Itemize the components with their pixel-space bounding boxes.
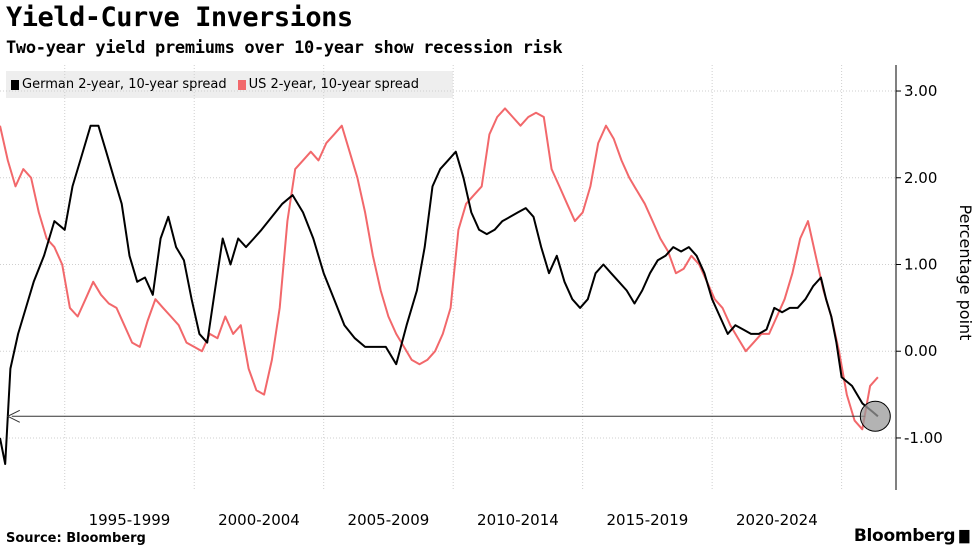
x-tick-label: 1995-1999 <box>89 511 171 529</box>
y-tick-label: 1.00 <box>904 255 937 273</box>
series-line-german <box>0 124 879 465</box>
bar-chart-icon: ▇ <box>959 528 969 544</box>
legend-item-german[interactable]: German 2-year, 10-year spread <box>11 77 227 92</box>
y-axis-label: Percentage point <box>956 205 975 341</box>
legend-swatch-us <box>237 79 246 90</box>
y-tick-label: -1.00 <box>904 429 943 447</box>
x-tick-label: 2000-2004 <box>218 511 300 529</box>
legend-swatch-german <box>11 79 19 90</box>
source-note: Source: Bloomberg <box>6 531 146 546</box>
bloomberg-logo: Bloomberg ▇ <box>854 526 969 546</box>
chart-title: Yield-Curve Inversions <box>6 2 353 33</box>
legend: German 2-year, 10-year spread US 2-year,… <box>6 71 453 98</box>
x-tick-label: 2020-2024 <box>736 511 818 529</box>
legend-label-us: US 2-year, 10-year spread <box>248 77 419 92</box>
x-tick-label: 2010-2014 <box>477 511 559 529</box>
series-line-us <box>0 107 879 431</box>
legend-label-german: German 2-year, 10-year spread <box>22 77 227 92</box>
x-tick-label: 2015-2019 <box>607 511 689 529</box>
brand-text: Bloomberg <box>853 526 956 546</box>
chart-subtitle: Two-year yield premiums over 10-year sho… <box>6 38 563 58</box>
legend-item-us[interactable]: US 2-year, 10-year spread <box>237 77 419 92</box>
y-tick-label: 0.00 <box>904 342 937 360</box>
annotation-arrowhead <box>6 409 20 423</box>
annotation-circle <box>859 400 891 432</box>
y-tick-label: 3.00 <box>904 82 937 100</box>
x-tick-label: 2005-2009 <box>348 511 430 529</box>
y-tick-label: 2.00 <box>904 169 937 187</box>
